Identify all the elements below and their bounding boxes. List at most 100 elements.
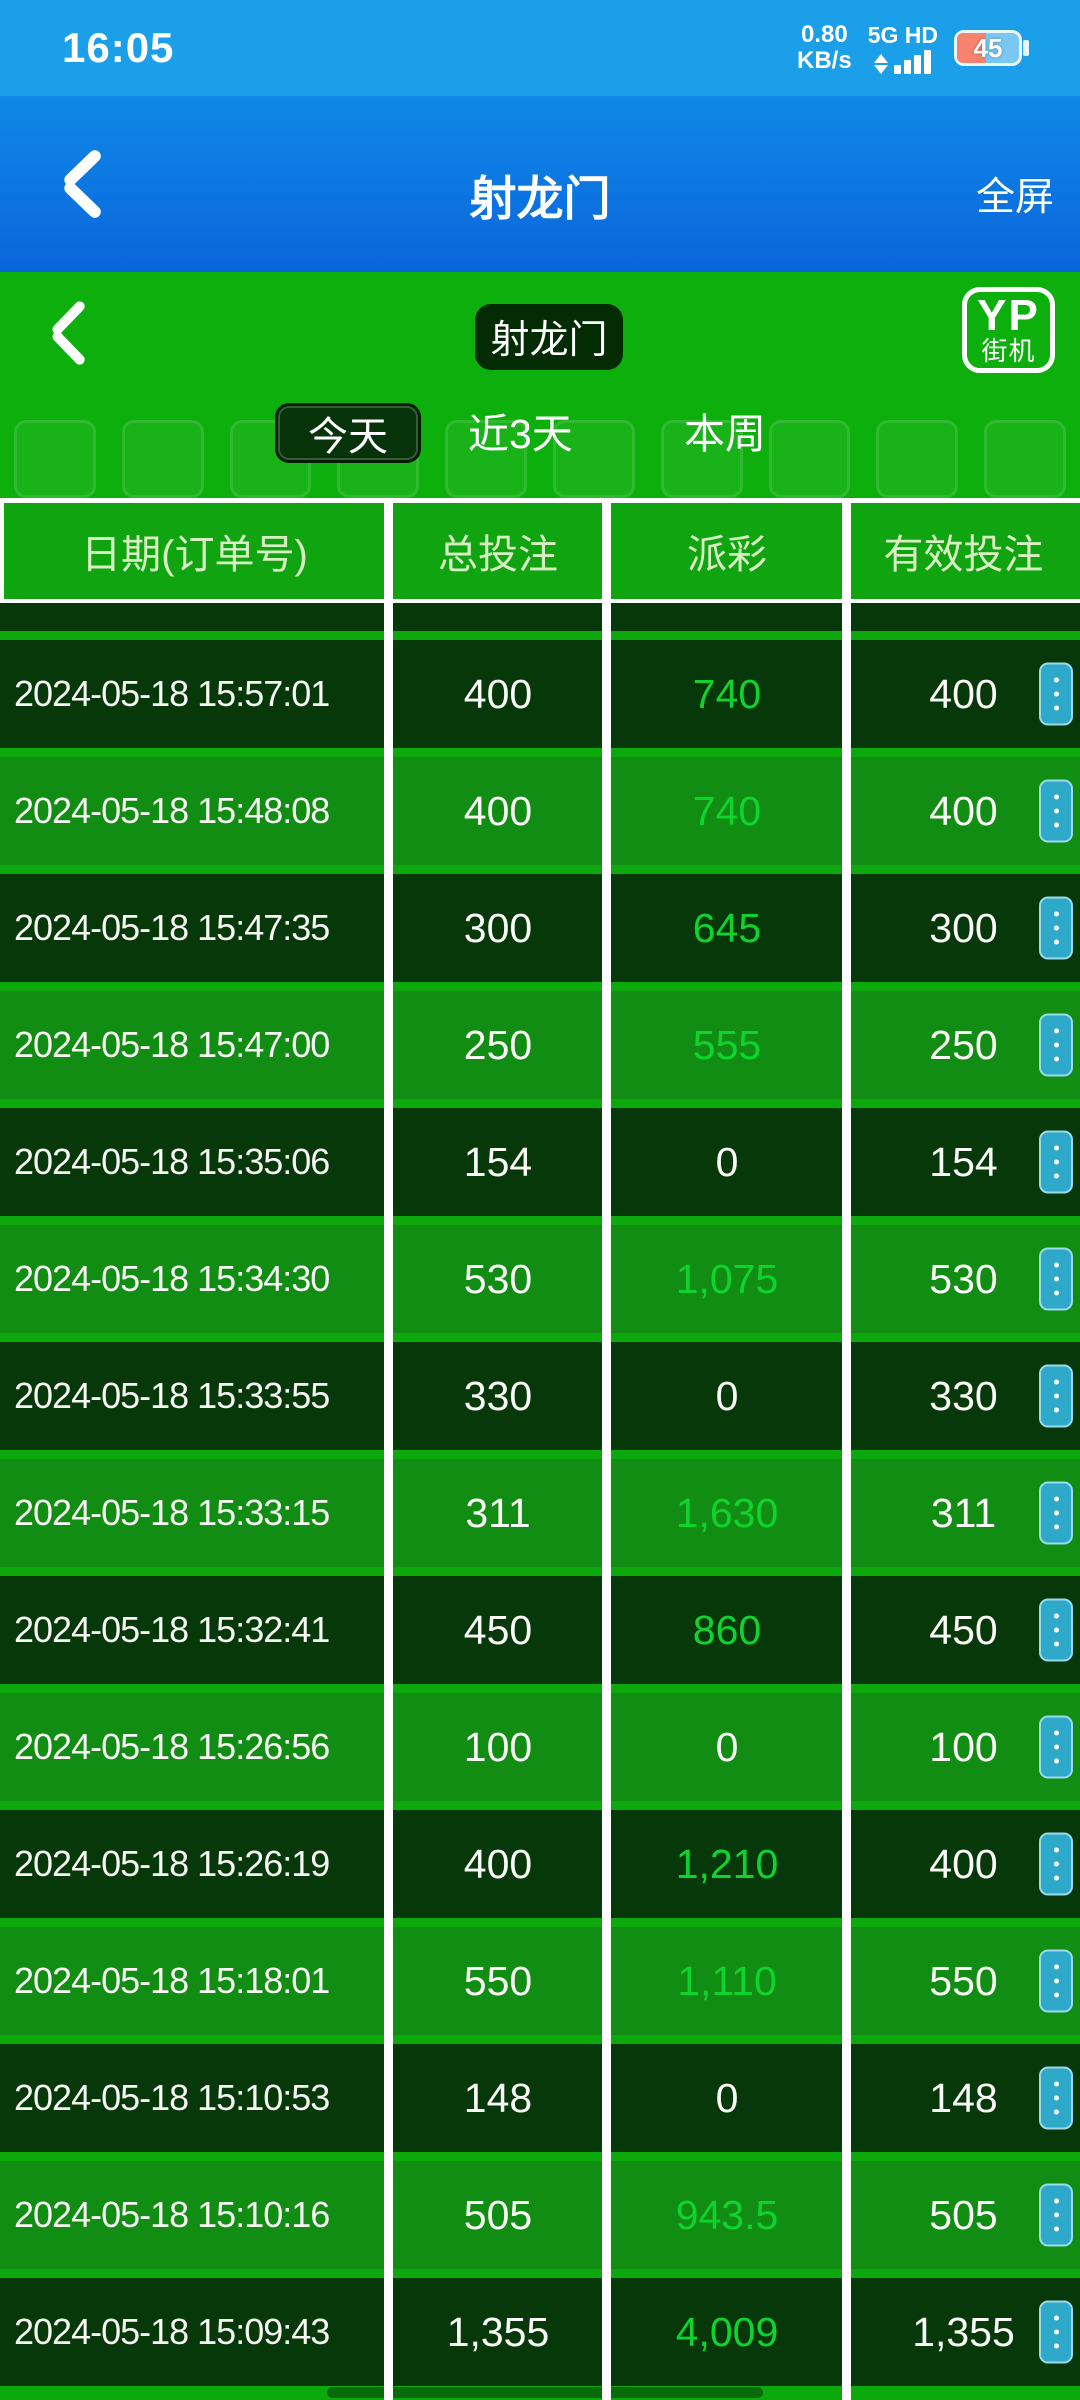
- row-actions-button[interactable]: [1039, 662, 1073, 726]
- row-actions-button[interactable]: [1039, 779, 1073, 843]
- cell-valid-bet: 250: [929, 1021, 998, 1068]
- game-header: 射龙门 YP 街机 今天 近3天 本周: [0, 272, 1080, 498]
- tab-last-3-days[interactable]: 近3天: [468, 411, 573, 457]
- table-row: 2024-05-18 15:18:01 550 1,110 550: [0, 1927, 1080, 2035]
- cell-payout: 0: [715, 1372, 739, 1419]
- row-actions-button[interactable]: [1039, 896, 1073, 960]
- cell-valid-bet: 400: [929, 787, 998, 834]
- cell-total-bet: 400: [463, 1840, 533, 1887]
- cell-total-bet: 311: [465, 1489, 531, 1536]
- cell-datetime: 2024-05-18 15:35:06: [14, 1141, 330, 1182]
- cell-valid-bet: 450: [929, 1606, 998, 1653]
- row-actions-button[interactable]: [1039, 1832, 1073, 1896]
- row-actions-button[interactable]: [1039, 2300, 1073, 2364]
- cell-payout: 1,075: [675, 1255, 779, 1302]
- fullscreen-button[interactable]: 全屏: [975, 176, 1054, 219]
- column-header-payout: 派彩: [687, 533, 767, 577]
- row-actions-button[interactable]: [1039, 1130, 1073, 1194]
- row-actions-button[interactable]: [1039, 1715, 1073, 1779]
- cell-datetime: 2024-05-18 15:47:00: [14, 1024, 330, 1065]
- cell-total-bet: 250: [463, 1021, 533, 1068]
- table-row: 2024-05-18 15:47:35 300 645 300: [0, 874, 1080, 982]
- row-actions-button[interactable]: [1039, 1598, 1073, 1662]
- row-actions-button[interactable]: [1039, 1481, 1073, 1545]
- column-divider: [384, 498, 393, 2400]
- cell-total-bet: 550: [463, 1957, 533, 2004]
- cell-payout: 1,210: [675, 1840, 779, 1887]
- cell-payout: 740: [692, 670, 762, 717]
- network-speed-unit: KB/s: [797, 47, 852, 74]
- cell-datetime: 2024-05-18 15:34:30: [14, 1258, 330, 1299]
- row-actions-button[interactable]: [1039, 1364, 1073, 1428]
- column-header-total-bet: 总投注: [438, 533, 558, 577]
- table-body: 2024-05-18 15:57:01 400 740 400 2024-05-…: [0, 603, 1080, 2400]
- column-header-date: 日期(订单号): [81, 533, 308, 577]
- table-row: 2024-05-18 15:47:00 250 555 250: [0, 991, 1080, 1099]
- row-actions-button[interactable]: [1039, 1949, 1073, 2013]
- row-actions-button[interactable]: [1039, 1013, 1073, 1077]
- cell-payout: 860: [692, 1606, 762, 1653]
- status-indicators: 0.80 KB/s 5G HD 45: [797, 0, 1022, 96]
- table-row: 2024-05-18 15:35:06 154 0 154: [0, 1108, 1080, 1216]
- table-row: 2024-05-18 15:57:01 400 740 400: [0, 640, 1080, 748]
- cell-datetime: 2024-05-18 15:10:53: [14, 2077, 330, 2118]
- partial-row-top: [0, 603, 1080, 631]
- table-row: 2024-05-18 15:34:30 530 1,075 530: [0, 1225, 1080, 1333]
- cell-total-bet: 505: [463, 2191, 533, 2238]
- table-row: 2024-05-18 15:33:55 330 0 330: [0, 1342, 1080, 1450]
- cell-datetime: 2024-05-18 15:26:56: [14, 1726, 330, 1767]
- table-row: 2024-05-18 15:09:43 1,355 4,009 1,355: [0, 2278, 1080, 2386]
- yp-arcade-logo[interactable]: YP 街机: [962, 287, 1055, 373]
- row-actions-button[interactable]: [1039, 2066, 1073, 2130]
- scroll-indicator: [327, 2387, 763, 2398]
- cell-payout: 943.5: [675, 2191, 779, 2238]
- cell-total-bet: 154: [463, 1138, 533, 1185]
- battery-icon: 45: [954, 30, 1022, 66]
- logo-text-top: YP: [977, 291, 1040, 340]
- battery-percent: 45: [973, 32, 1003, 63]
- table-row: 2024-05-18 15:32:41 450 860 450: [0, 1576, 1080, 1684]
- column-divider: [602, 498, 611, 2400]
- cell-total-bet: 1,355: [446, 2308, 550, 2355]
- cell-valid-bet: 154: [929, 1138, 998, 1185]
- table-row: 2024-05-18 15:10:16 505 943.5 505: [0, 2161, 1080, 2269]
- cell-payout: 555: [692, 1021, 762, 1068]
- signal-bars-icon: [894, 49, 932, 74]
- column-header-valid-bet: 有效投注: [883, 533, 1044, 577]
- battery-fill: [957, 33, 986, 63]
- table-row: 2024-05-18 15:26:56 100 0 100: [0, 1693, 1080, 1801]
- tab-today[interactable]: 今天: [275, 403, 421, 463]
- network-type-label: 5G HD: [867, 21, 938, 48]
- cell-valid-bet: 300: [929, 904, 998, 951]
- cell-valid-bet: 311: [930, 1489, 997, 1536]
- cell-datetime: 2024-05-18 15:48:08: [14, 790, 330, 831]
- row-actions-button[interactable]: [1039, 2183, 1073, 2247]
- cell-payout: 4,009: [675, 2308, 779, 2355]
- cell-total-bet: 400: [463, 787, 533, 834]
- cell-payout: 645: [692, 904, 762, 951]
- cell-valid-bet: 530: [929, 1255, 998, 1302]
- cell-total-bet: 530: [463, 1255, 533, 1302]
- signal-indicator: 5G HD: [868, 23, 938, 74]
- cell-payout: 0: [715, 2074, 739, 2121]
- cell-valid-bet: 100: [929, 1723, 998, 1770]
- back-icon[interactable]: [54, 302, 94, 364]
- page-title: 射龙门: [469, 172, 611, 225]
- column-divider: [842, 498, 851, 2400]
- cell-payout: 1,630: [675, 1489, 779, 1536]
- table-header-row: 日期(订单号) 总投注 派彩 有效投注: [0, 498, 1080, 603]
- cell-payout: 0: [715, 1138, 739, 1185]
- cell-datetime: 2024-05-18 15:57:01: [14, 673, 330, 714]
- table-row: 2024-05-18 15:26:19 400 1,210 400: [0, 1810, 1080, 1918]
- network-speed: 0.80 KB/s: [797, 22, 852, 74]
- cell-total-bet: 450: [463, 1606, 533, 1653]
- row-actions-button[interactable]: [1039, 1247, 1073, 1311]
- table-row: 2024-05-18 15:48:08 400 740 400: [0, 757, 1080, 865]
- cell-valid-bet: 400: [929, 1840, 998, 1887]
- data-transfer-arrows-icon: [874, 53, 889, 74]
- cell-datetime: 2024-05-18 15:10:16: [14, 2194, 330, 2235]
- bet-history-table: 日期(订单号) 总投注 派彩 有效投注 2024-05-18 15:57:01 …: [0, 498, 1080, 2400]
- tab-this-week[interactable]: 本周: [684, 411, 766, 457]
- game-title-badge: 射龙门: [475, 304, 623, 370]
